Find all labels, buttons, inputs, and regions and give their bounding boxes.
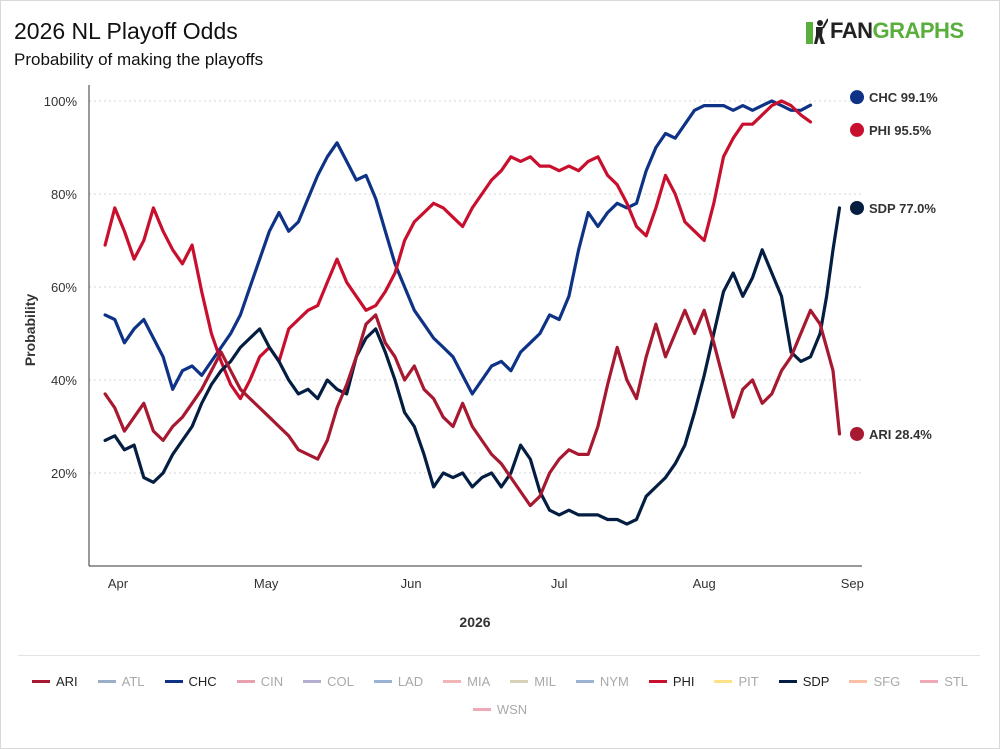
legend-label: ARI [55, 673, 78, 689]
end-label-ari: ARI 28.4% [869, 427, 932, 442]
end-marker-sdp [850, 200, 864, 215]
x-tick-label: May [254, 576, 279, 591]
legend-label: SFG [873, 673, 901, 689]
batter-icon [806, 18, 828, 44]
y-tick-label: 80% [51, 187, 77, 202]
legend-item-mil[interactable]: MIL [510, 672, 556, 690]
chart-subtitle: Probability of making the playoffs [14, 50, 264, 69]
end-marker-ari [850, 426, 864, 441]
x-tick-label: Sep [841, 576, 864, 591]
y-tick-label: 100% [44, 94, 78, 109]
x-axis-title: 2026 [459, 614, 490, 630]
legend-item-lad[interactable]: LAD [373, 672, 424, 690]
legend-item-sdp[interactable]: SDP [778, 672, 830, 690]
y-tick-label: 60% [51, 280, 77, 295]
legend-label: MIL [534, 673, 556, 689]
fangraphs-logo[interactable]: FAN GRAPHS [806, 18, 964, 44]
legend-swatch [373, 679, 392, 683]
legend-item-col[interactable]: COL [303, 672, 354, 690]
legend-swatch [303, 679, 322, 683]
legend-label: LAD [397, 673, 424, 689]
x-tick-label: Apr [108, 576, 129, 591]
legend-item-wsn[interactable]: WSN [472, 700, 528, 718]
legend-item-nym[interactable]: NYM [575, 672, 629, 690]
line-chart: 20% 40% 60% 80% 100% Apr May Jun Jul Aug Sep 2026 Pr… [22, 85, 938, 630]
end-marker-phi [850, 122, 864, 137]
chart-legend: ARI ATL CHC CIN COL LAD MIA MIL NYM PHI PIT SDP SFG S… [20, 672, 980, 718]
legend-item-ari[interactable]: ARI [31, 672, 78, 690]
legend-item-atl[interactable]: ATL [97, 672, 145, 690]
legend-swatch [778, 679, 797, 683]
legend-swatch [920, 679, 939, 683]
legend-label: CIN [260, 673, 284, 689]
legend-swatch [714, 679, 733, 683]
legend-swatch [510, 679, 529, 683]
legend-swatch [97, 679, 116, 683]
legend-label: MIA [467, 673, 491, 689]
legend-label: ATL [121, 673, 145, 689]
x-tick-label: Aug [693, 576, 716, 591]
legend-swatch [164, 679, 183, 683]
y-tick-label: 40% [51, 373, 77, 388]
legend-swatch [648, 679, 667, 683]
legend-swatch [849, 679, 868, 683]
x-tick-label: Jul [551, 576, 568, 591]
legend-item-phi[interactable]: PHI [648, 672, 695, 690]
legend-swatch [575, 679, 594, 683]
logo-text-graphs: GRAPHS [872, 18, 965, 43]
legend-item-stl[interactable]: STL [920, 672, 968, 690]
end-label-phi: PHI 95.5% [869, 123, 932, 138]
legend-label: PIT [738, 673, 759, 689]
legend-item-chc[interactable]: CHC [164, 672, 217, 690]
legend-item-pit[interactable]: PIT [714, 672, 759, 690]
legend-item-sfg[interactable]: SFG [849, 672, 900, 690]
legend-label: WSN [496, 701, 528, 717]
y-axis-title: Probability [22, 294, 38, 367]
legend-swatch [31, 679, 50, 683]
legend-label: STL [944, 673, 969, 689]
series-line-ari [103, 308, 842, 508]
series-line-phi [103, 99, 813, 401]
chart-title: 2026 NL Playoff Odds [14, 18, 238, 44]
legend-label: SDP [802, 673, 830, 689]
legend-divider [18, 655, 980, 656]
legend-swatch [236, 679, 255, 683]
legend-label: COL [327, 673, 354, 689]
legend-label: CHC [188, 673, 217, 689]
legend-label: NYM [599, 673, 629, 689]
legend-swatch [443, 679, 462, 683]
logo-text-fan: FAN [830, 18, 873, 43]
y-tick-label: 20% [51, 466, 77, 481]
end-marker-chc [850, 90, 864, 105]
legend-label: PHI [672, 673, 695, 689]
x-tick-label: Jun [401, 576, 422, 591]
legend-swatch [472, 707, 491, 711]
legend-item-mia[interactable]: MIA [443, 672, 490, 690]
end-label-sdp: SDP 77.0% [869, 201, 936, 216]
series-line-chc [103, 99, 813, 396]
series-line-sdp [103, 206, 842, 526]
legend-item-cin[interactable]: CIN [236, 672, 284, 690]
end-label-chc: CHC 99.1% [869, 90, 938, 105]
